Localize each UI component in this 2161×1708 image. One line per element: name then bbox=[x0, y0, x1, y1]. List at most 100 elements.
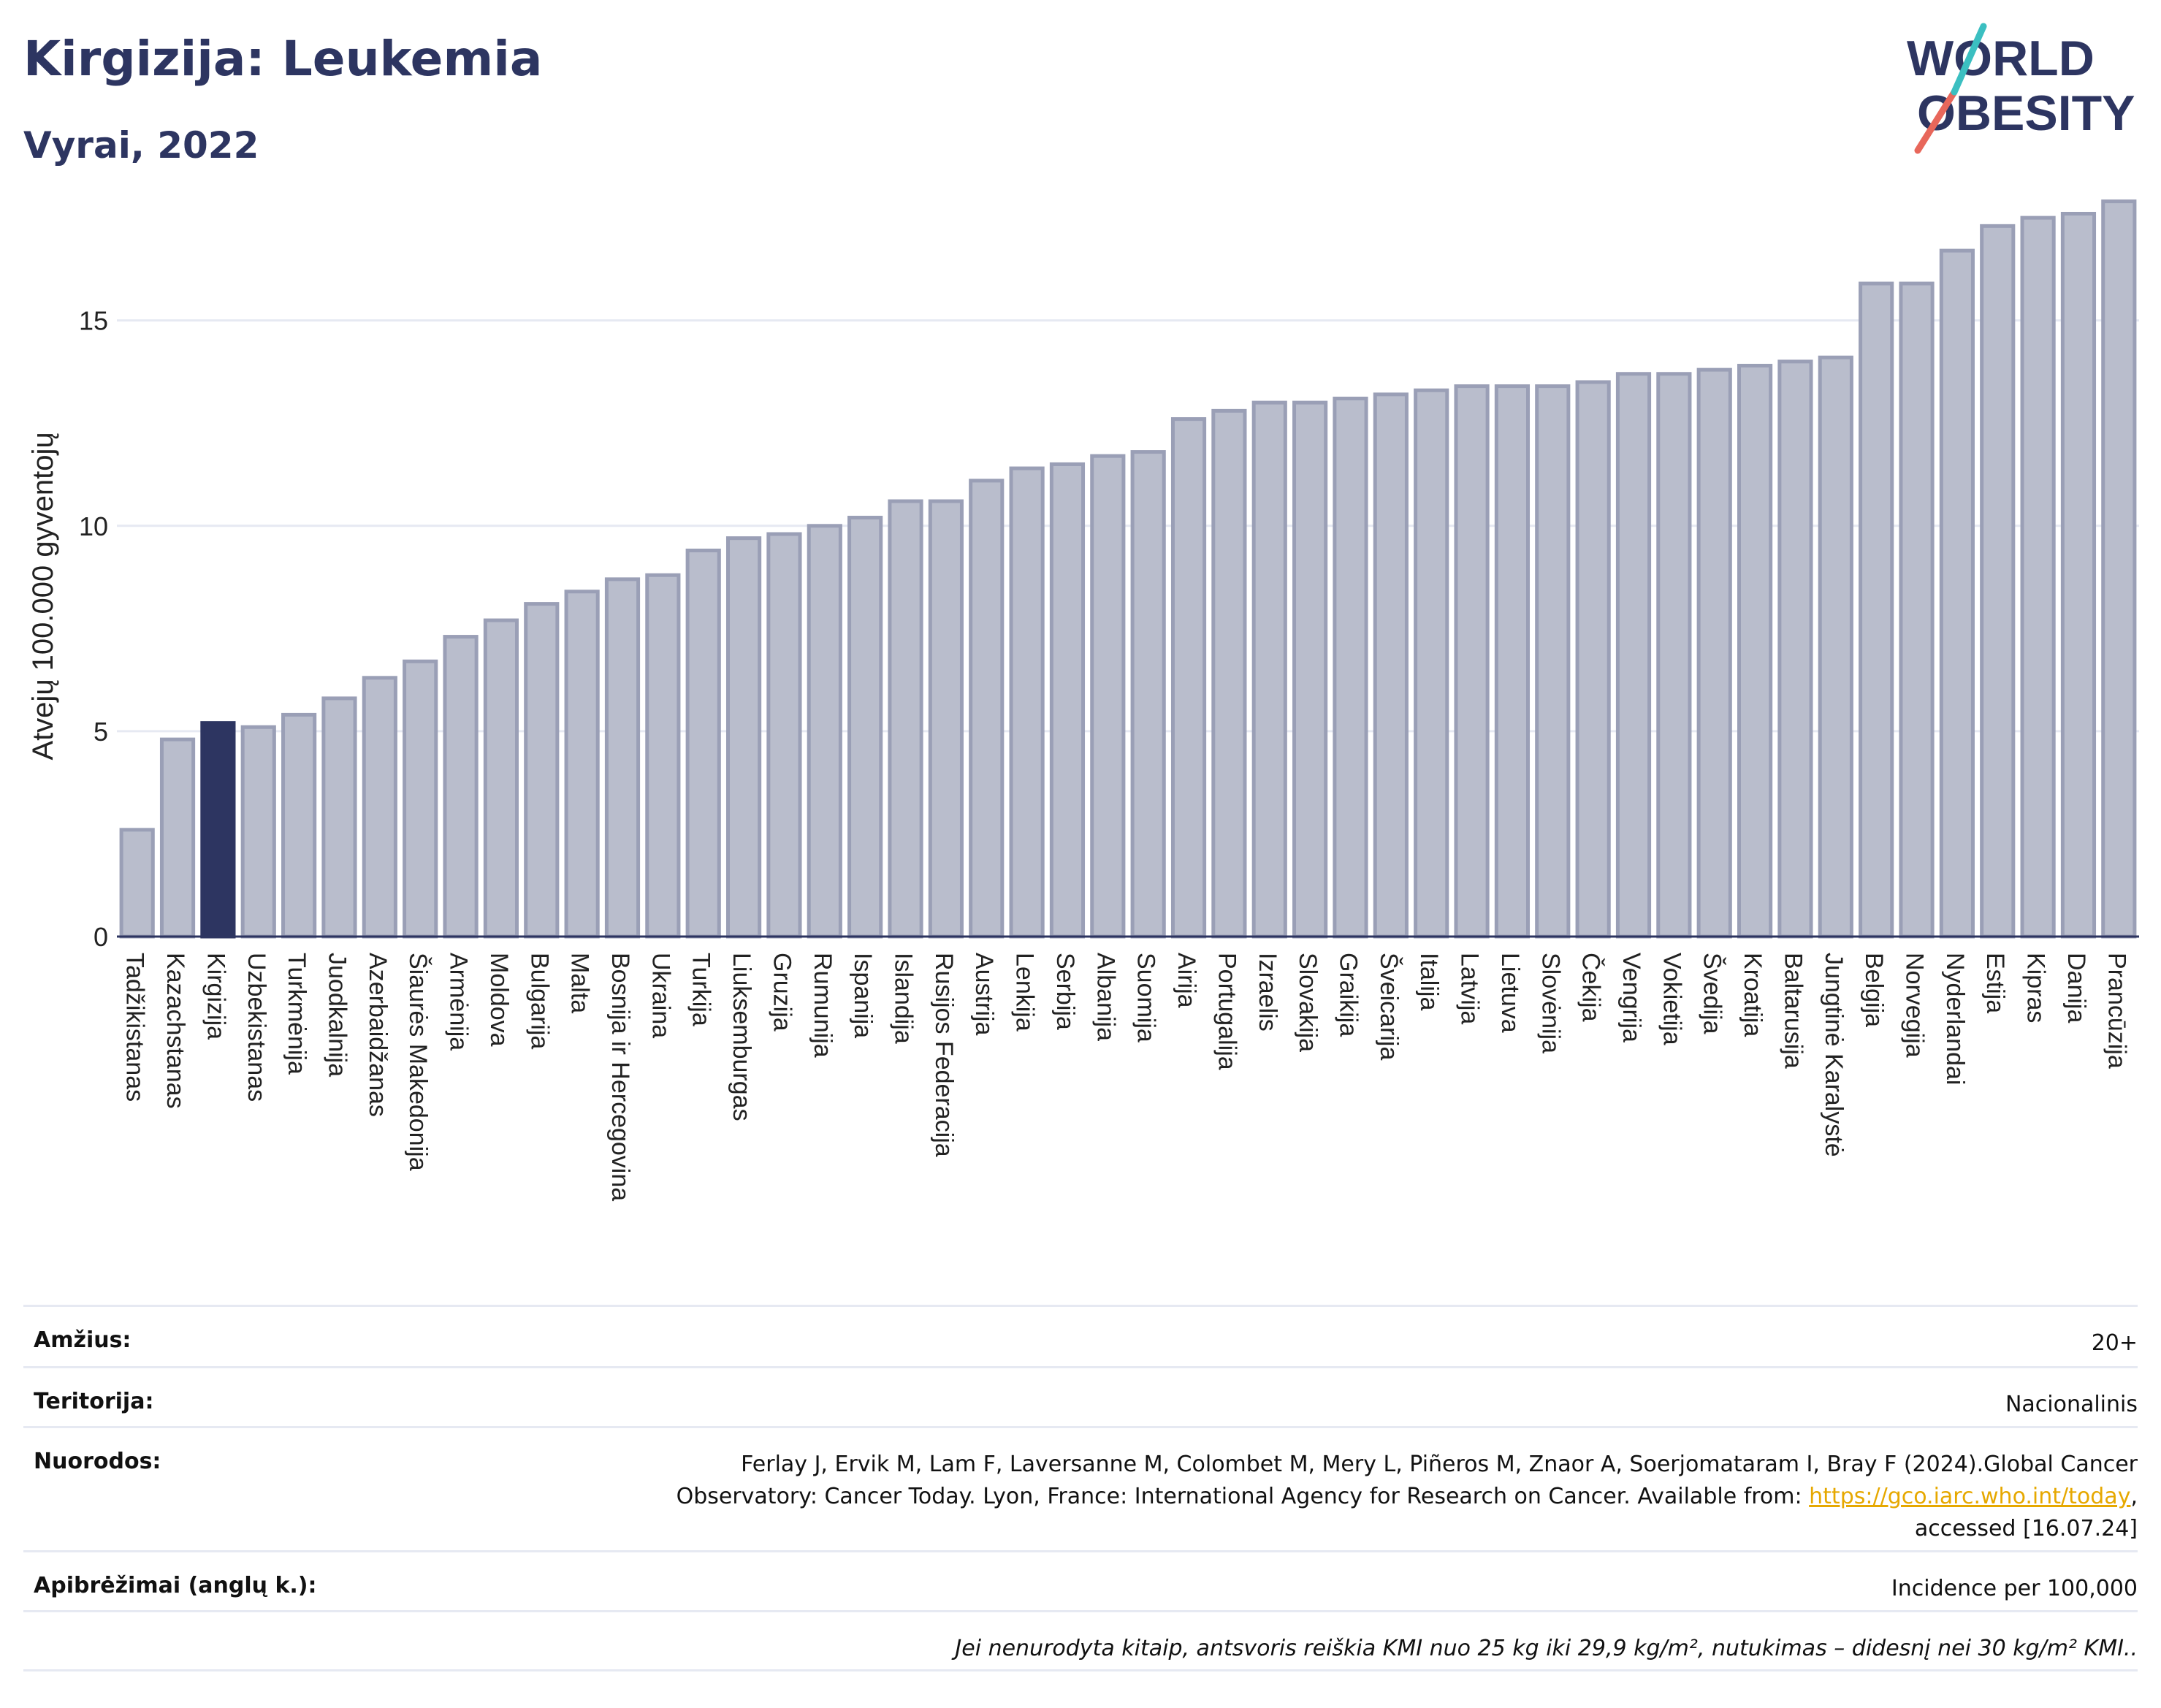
bar-nyderlandai bbox=[1939, 248, 1975, 939]
bar-austrija bbox=[969, 479, 1005, 939]
x-tick-label: Prancūzija bbox=[2103, 953, 2130, 1069]
x-tick-label: Italija bbox=[1415, 953, 1443, 1010]
info-row-age: Amžius: 20+ bbox=[23, 1305, 2138, 1366]
y-tick-label: 10 bbox=[79, 511, 108, 541]
bar-serbija bbox=[1049, 462, 1086, 939]
bar-lenkija bbox=[1009, 466, 1045, 939]
x-tick-label: Airija bbox=[1173, 953, 1200, 1008]
bar-airija bbox=[1170, 417, 1207, 939]
y-tick-label: 0 bbox=[94, 922, 108, 952]
bar-graikija bbox=[1333, 396, 1368, 939]
definitions-label: Apibrėžimai (anglų k.): bbox=[34, 1573, 317, 1598]
x-tick-label: Estija bbox=[1981, 953, 2009, 1013]
x-tick-label: Juodkalnija bbox=[323, 953, 351, 1077]
x-tick-label: Graikija bbox=[1334, 953, 1362, 1037]
x-tick-label: Ukraina bbox=[647, 953, 674, 1038]
bar-islandija bbox=[888, 499, 923, 939]
references-text-1: Ferlay J, Ervik M, Lam F, Laversanne M, … bbox=[741, 1452, 2138, 1477]
territory-value: Nacionalinis bbox=[2005, 1392, 2138, 1417]
x-tick-label: Norvegija bbox=[1901, 953, 1929, 1058]
x-tick-label: Kazachstanas bbox=[161, 953, 189, 1109]
x-tick-label: Albanija bbox=[1091, 953, 1119, 1041]
bar-juodkalnija bbox=[321, 696, 357, 939]
x-tick-label: Lenkija bbox=[1011, 953, 1039, 1032]
y-tick-label: 15 bbox=[79, 306, 108, 336]
x-tick-label: Ispanija bbox=[849, 953, 877, 1038]
bar-kipras bbox=[2020, 216, 2056, 939]
x-tick-label: Uzbekistanas bbox=[243, 953, 270, 1102]
x-tick-label: Portugalija bbox=[1213, 953, 1240, 1070]
references-value: Ferlay J, Ervik M, Lam F, Laversanne M, … bbox=[676, 1449, 2138, 1545]
bar-belgija bbox=[1859, 281, 1894, 939]
note-text: Jei nenurodyta kitaip, antsvoris reiškia… bbox=[955, 1636, 2138, 1661]
x-axis-labels: Tadžikistanas Kazachstanas Kirgizija Uzbeki… bbox=[121, 953, 2131, 1201]
x-tick-label: Rumunija bbox=[809, 953, 836, 1058]
x-tick-label: Izraelis bbox=[1254, 953, 1281, 1032]
chart-title: Kirgizija: Leukemia bbox=[23, 31, 543, 87]
x-tick-label: Azerbaidžanas bbox=[364, 953, 392, 1117]
bar-čekija bbox=[1575, 380, 1611, 939]
bar-armėnija bbox=[443, 635, 479, 939]
bar-norvegija bbox=[1899, 281, 1935, 939]
x-tick-label: Rusijos Federacija bbox=[930, 953, 958, 1157]
x-tick-label: Turkija bbox=[687, 953, 715, 1026]
bar-chart: 0 5 10 15 Tadžikistanas Kazachstanas Kirgizij… bbox=[27, 199, 2139, 1201]
bar-ukraina bbox=[645, 573, 681, 939]
x-tick-label: Kipras bbox=[2022, 953, 2050, 1023]
x-tick-label: Austrija bbox=[970, 953, 998, 1035]
bar-turkija bbox=[685, 549, 721, 939]
bar-kroatija bbox=[1737, 364, 1773, 939]
x-tick-label: Slovėnija bbox=[1536, 953, 1564, 1053]
bar-suomija bbox=[1130, 450, 1166, 939]
bar-danija bbox=[2060, 211, 2097, 939]
logo-slash-teal bbox=[1951, 23, 1987, 96]
x-tick-label: Jungtinė Karalystė bbox=[1820, 953, 1848, 1157]
x-tick-label: Šiaurės Makedonija bbox=[404, 953, 432, 1171]
info-row-references: Nuorodos: Ferlay J, Ervik M, Lam F, Lave… bbox=[23, 1426, 2138, 1550]
bar-švedija bbox=[1696, 367, 1732, 939]
bar-rusijos-federacija bbox=[928, 499, 964, 939]
x-tick-label: Švedija bbox=[1699, 953, 1726, 1034]
x-tick-label: Danija bbox=[2062, 953, 2090, 1023]
bar-turkmėnija bbox=[281, 712, 317, 939]
info-row-territory: Teritorija: Nacionalinis bbox=[23, 1366, 2138, 1426]
bar-slovėnija bbox=[1535, 384, 1571, 939]
x-tick-label: Baltarusija bbox=[1779, 953, 1807, 1069]
x-tick-label: Bulgarija bbox=[525, 953, 553, 1049]
x-tick-label: Kroatija bbox=[1739, 953, 1766, 1037]
info-table: Amžius: 20+ Teritorija: Nacionalinis Nuo… bbox=[23, 1305, 2138, 1671]
age-label: Amžius: bbox=[34, 1327, 132, 1353]
bar-albanija bbox=[1090, 454, 1126, 939]
bar-bulgarija bbox=[524, 602, 560, 939]
references-link[interactable]: https://gco.iarc.who.int/today bbox=[1809, 1484, 2131, 1509]
logo-slash-coral bbox=[1914, 88, 1958, 154]
age-value: 20+ bbox=[2091, 1330, 2138, 1356]
x-tick-label: Kirgizija bbox=[202, 953, 229, 1040]
x-tick-label: Bosnija ir Hercegovina bbox=[606, 953, 634, 1201]
bar-tadžikistanas bbox=[119, 828, 155, 939]
bar-malta bbox=[564, 590, 600, 939]
x-tick-label: Suomija bbox=[1132, 953, 1160, 1042]
bar-vengrija bbox=[1615, 372, 1652, 939]
x-tick-label: Armėnija bbox=[445, 953, 473, 1051]
x-tick-label: Tadžikistanas bbox=[121, 953, 149, 1102]
x-tick-label: Malta bbox=[566, 953, 594, 1013]
y-axis-ticks: 0 5 10 15 bbox=[79, 306, 108, 952]
territory-label: Teritorija: bbox=[34, 1389, 154, 1414]
bar-bosnija-ir-hercegovina bbox=[604, 577, 641, 939]
x-tick-label: Gruzija bbox=[768, 953, 796, 1032]
bar-italija bbox=[1414, 388, 1449, 939]
bar-ispanija bbox=[847, 516, 883, 939]
bar-uzbekistanas bbox=[240, 725, 276, 939]
bar-jungtinė-karalystė bbox=[1818, 355, 1853, 939]
x-tick-label: Vengrija bbox=[1617, 953, 1645, 1042]
y-tick-label: 5 bbox=[94, 717, 108, 747]
world-obesity-logo: WORLD OBESITY bbox=[1907, 23, 2135, 154]
x-tick-label: Latvija bbox=[1456, 953, 1484, 1024]
x-tick-label: Nyderlandai bbox=[1941, 953, 1969, 1085]
bar-šiaurės-makedonija bbox=[403, 659, 438, 939]
x-tick-label: Serbija bbox=[1051, 953, 1079, 1030]
bar-rumunija bbox=[807, 524, 842, 939]
x-tick-label: Šveicarija bbox=[1375, 953, 1403, 1060]
bar-baltarusija bbox=[1777, 359, 1813, 939]
